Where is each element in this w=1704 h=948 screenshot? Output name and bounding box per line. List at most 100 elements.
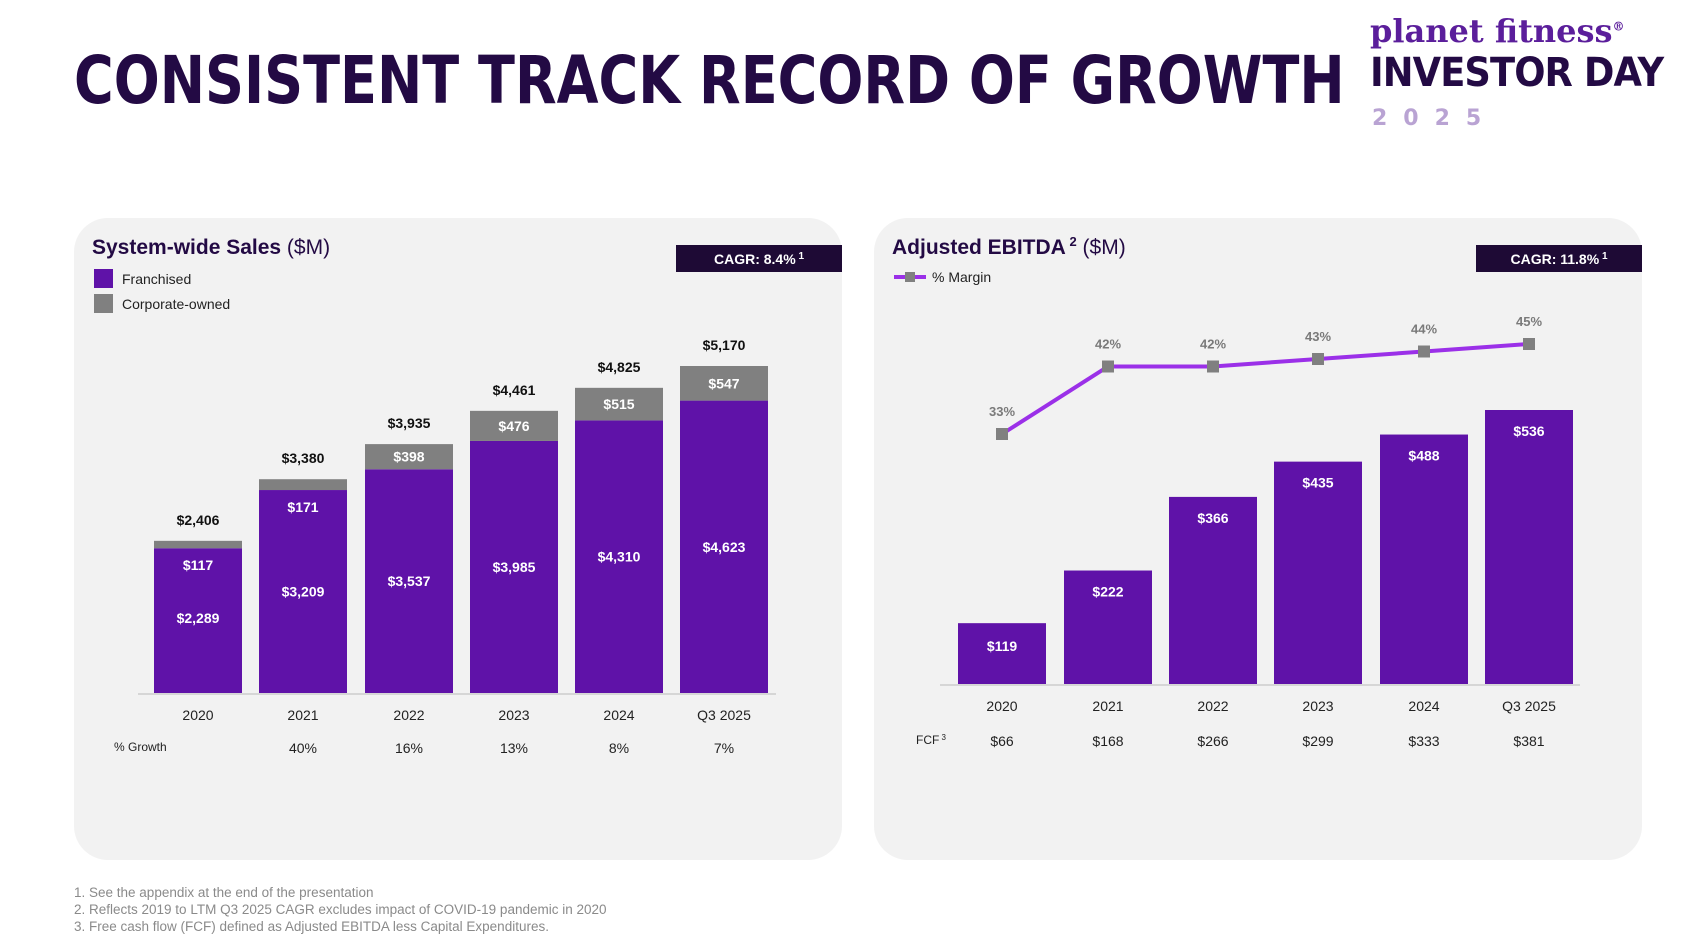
data-label-ebitda: $222 xyxy=(1092,584,1123,600)
bar-franchised xyxy=(575,420,663,693)
data-label-corporate: $398 xyxy=(393,449,424,465)
bar-ebitda xyxy=(1380,434,1468,684)
growth-value: 13% xyxy=(500,740,528,756)
fcf-value: $66 xyxy=(990,733,1014,749)
legend-swatch-corporate xyxy=(94,294,113,313)
bar-corporate xyxy=(575,387,663,421)
legend-swatch-franchised xyxy=(94,269,113,288)
margin-label: 43% xyxy=(1305,329,1331,344)
bar-ebitda xyxy=(1485,410,1573,684)
bar-ebitda xyxy=(1274,461,1362,684)
fcf-value: $266 xyxy=(1197,733,1228,749)
fcf-value: $299 xyxy=(1302,733,1333,749)
margin-label: 33% xyxy=(989,404,1015,419)
growth-value: 40% xyxy=(289,740,317,756)
data-label-total: $2,406 xyxy=(177,512,220,528)
x-tick-label: 2024 xyxy=(1408,698,1439,714)
footnote-2: 2. Reflects 2019 to LTM Q3 2025 CAGR exc… xyxy=(74,902,607,917)
fcf-value: $168 xyxy=(1092,733,1123,749)
x-tick-label: 2024 xyxy=(603,707,634,723)
data-label-corporate: $476 xyxy=(498,418,529,434)
bar-corporate xyxy=(259,479,347,491)
data-label-corporate: $547 xyxy=(708,375,739,391)
bar-corporate xyxy=(470,410,558,441)
data-label-franchised: $3,985 xyxy=(493,559,536,575)
bar-ebitda xyxy=(1064,570,1152,684)
data-label-total: $3,380 xyxy=(282,450,325,466)
x-tick-label: 2023 xyxy=(1302,698,1333,714)
data-label-franchised: $2,289 xyxy=(177,610,220,626)
sales-chart: System-wide Sales ($M) CAGR: 8.4% 1 Franch… xyxy=(92,236,842,756)
footnotes: 1. See the appendix at the end of the pr… xyxy=(74,884,607,935)
x-tick-label: 2022 xyxy=(393,707,424,723)
data-label-franchised: $4,623 xyxy=(703,539,746,555)
bar-ebitda xyxy=(958,623,1046,684)
x-tick-label: 2020 xyxy=(182,707,213,723)
margin-marker xyxy=(1102,360,1114,373)
margin-marker xyxy=(1207,360,1219,373)
bar-franchised xyxy=(259,490,347,693)
growth-value: 7% xyxy=(714,740,734,756)
margin-label: 42% xyxy=(1095,337,1121,352)
fcf-row-label: FCF 3 xyxy=(916,733,947,747)
x-tick-label: 2021 xyxy=(1092,698,1123,714)
x-tick-label: 2021 xyxy=(287,707,318,723)
footnote-1: 1. See the appendix at the end of the pr… xyxy=(74,885,374,900)
ebitda-chart-panel: Adjusted EBITDA 2 ($M) CAGR: 11.8% 1 % Mar… xyxy=(874,218,1642,860)
margin-label: 45% xyxy=(1516,314,1542,329)
bar-franchised xyxy=(154,548,242,693)
data-label-ebitda: $435 xyxy=(1302,475,1333,491)
data-label-corporate: $515 xyxy=(603,396,634,412)
x-tick-label: 2022 xyxy=(1197,698,1228,714)
x-tick-label: 2020 xyxy=(986,698,1017,714)
registered-mark: ® xyxy=(1612,19,1625,34)
data-label-franchised: $3,537 xyxy=(388,573,431,589)
bar-corporate xyxy=(680,366,768,401)
data-label-ebitda: $119 xyxy=(987,638,1018,654)
data-label-total: $3,935 xyxy=(388,415,431,431)
legend-label-corporate: Corporate-owned xyxy=(122,296,230,312)
legend-label-franchised: Franchised xyxy=(122,271,191,287)
data-label-ebitda: $536 xyxy=(1513,423,1544,439)
data-label-franchised: $4,310 xyxy=(598,549,641,565)
sales-title: System-wide Sales ($M) xyxy=(92,236,330,259)
brand-event: INVESTOR DAY xyxy=(1370,50,1664,96)
ebitda-title: Adjusted EBITDA 2 ($M) xyxy=(892,234,1126,259)
growth-value: 8% xyxy=(609,740,629,756)
sales-chart-panel: System-wide Sales ($M) CAGR: 8.4% 1 Franch… xyxy=(74,218,842,860)
margin-line xyxy=(1000,342,1530,436)
bar-franchised xyxy=(470,440,558,693)
growth-row-label: % Growth xyxy=(114,740,167,754)
fcf-value: $333 xyxy=(1408,733,1439,749)
brand-year: 2025 xyxy=(1372,106,1498,131)
data-label-total: $4,461 xyxy=(493,382,536,398)
legend-marker-margin xyxy=(905,272,915,282)
sales-cagr-label: CAGR: 8.4% 1 xyxy=(714,251,804,267)
fcf-value: $381 xyxy=(1513,733,1544,749)
ebitda-cagr-label: CAGR: 11.8% 1 xyxy=(1510,251,1607,267)
margin-label: 42% xyxy=(1200,337,1226,352)
margin-marker xyxy=(1312,353,1324,365)
page-title: CONSISTENT TRACK RECORD OF GROWTH xyxy=(74,42,1345,119)
sales-cagr-badge xyxy=(676,245,842,272)
margin-marker xyxy=(996,428,1008,440)
data-label-total: $4,825 xyxy=(598,359,641,375)
data-label-ebitda: $488 xyxy=(1408,448,1439,464)
x-tick-label: Q3 2025 xyxy=(1502,698,1556,714)
margin-marker xyxy=(1523,338,1535,350)
ebitda-chart: Adjusted EBITDA 2 ($M) CAGR: 11.8% 1 % Mar… xyxy=(892,234,1642,749)
data-label-ebitda: $366 xyxy=(1197,510,1228,526)
data-label-total: $5,170 xyxy=(703,337,746,353)
bar-franchised xyxy=(365,469,453,693)
margin-label: 44% xyxy=(1411,322,1437,337)
growth-value: 16% xyxy=(395,740,423,756)
data-label-corporate: $171 xyxy=(287,499,318,515)
bar-corporate xyxy=(154,540,242,549)
data-label-franchised: $3,209 xyxy=(282,584,325,600)
footnote-3: 3. Free cash flow (FCF) defined as Adjus… xyxy=(74,919,549,934)
data-label-corporate: $117 xyxy=(183,557,214,573)
bar-franchised xyxy=(680,400,768,693)
ebitda-cagr-badge xyxy=(1476,245,1642,272)
legend-label-margin: % Margin xyxy=(932,269,991,285)
bar-corporate xyxy=(365,444,453,470)
